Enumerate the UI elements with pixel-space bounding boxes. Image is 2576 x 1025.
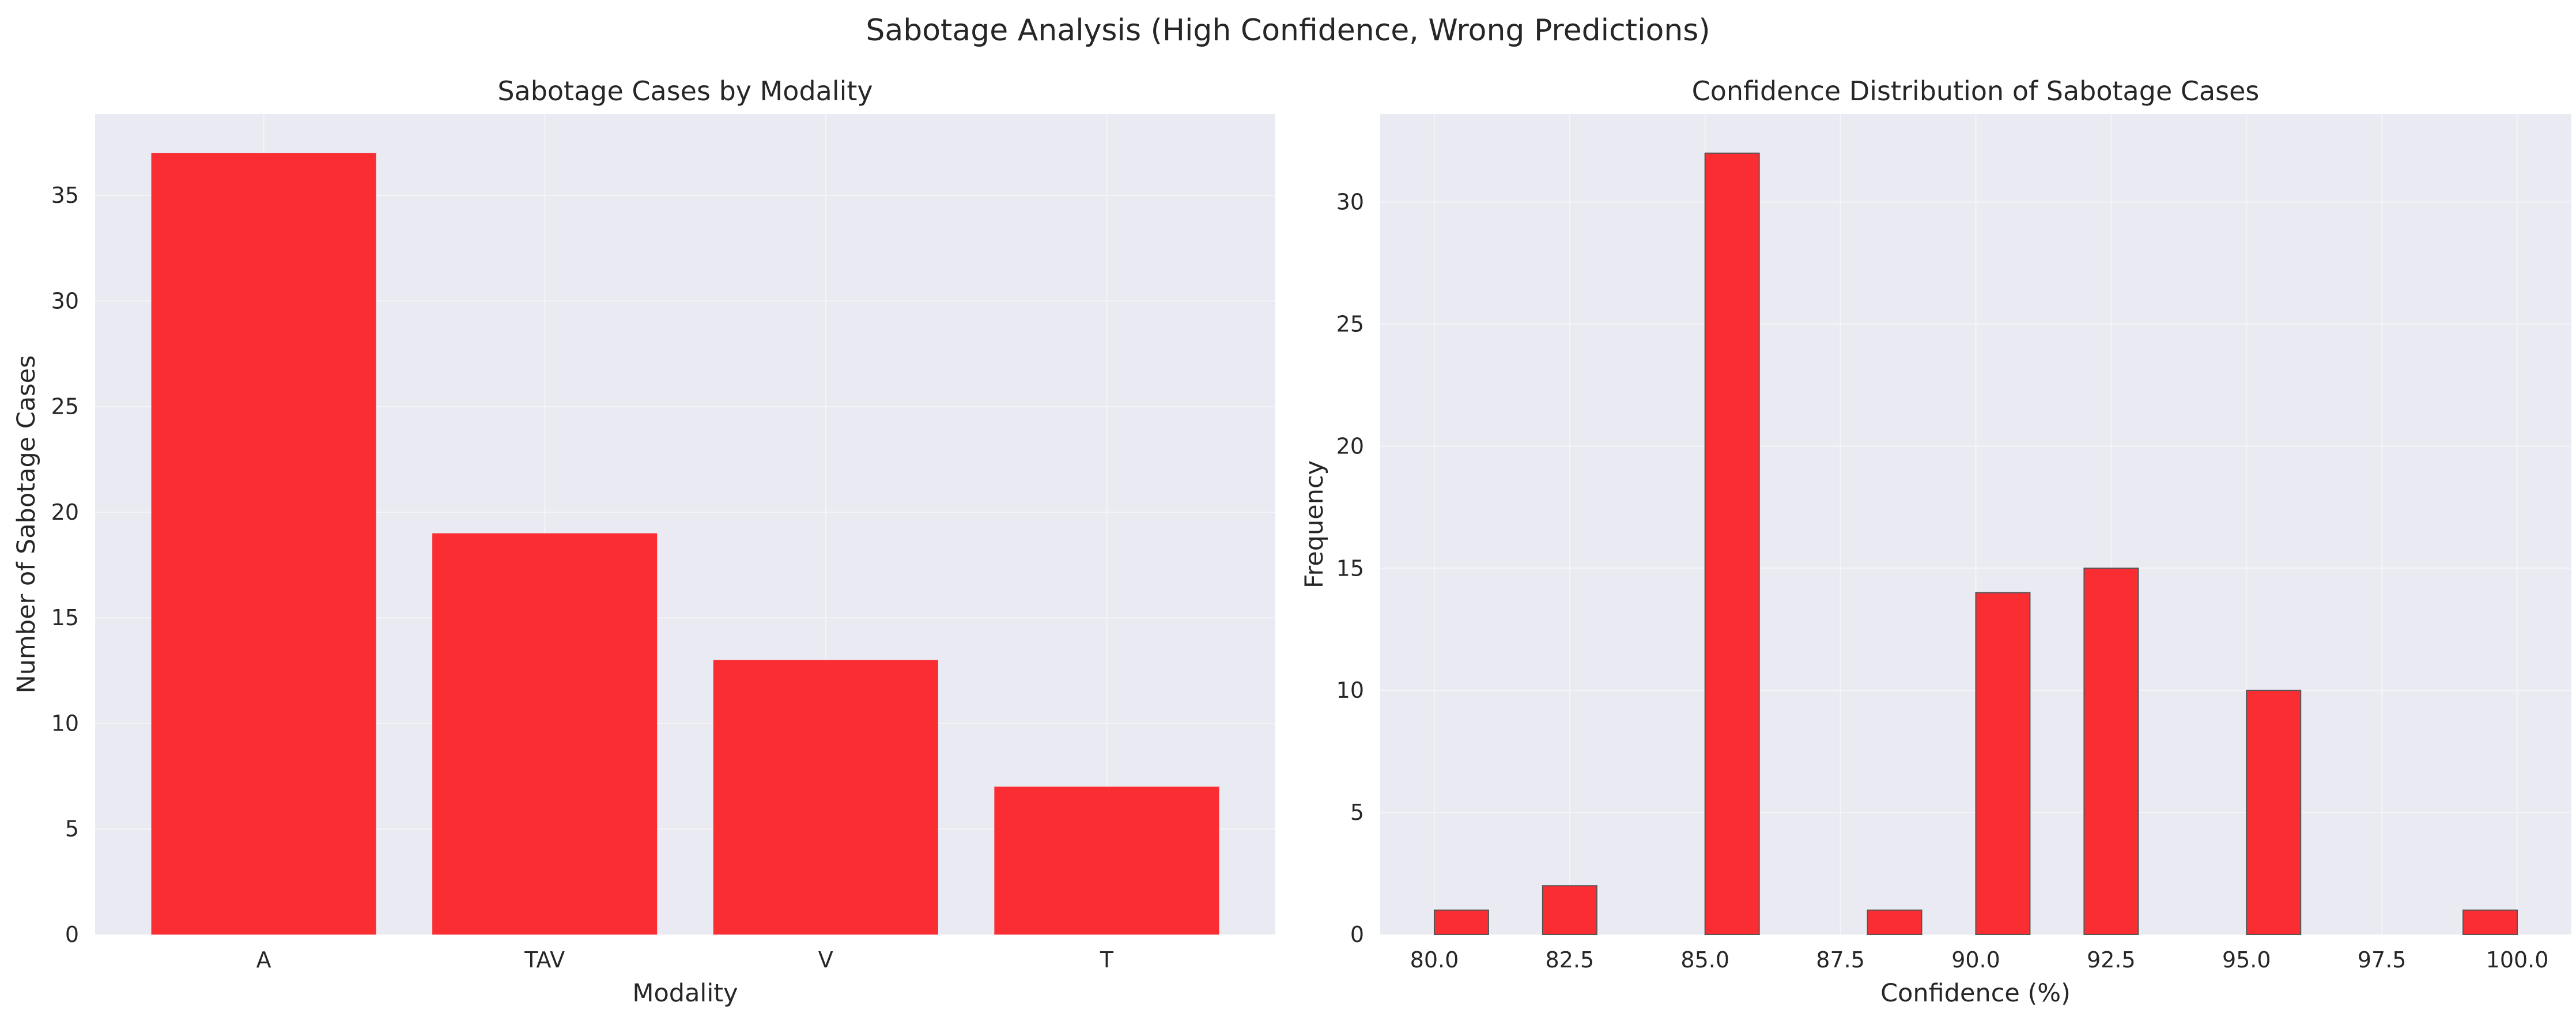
left-chart-title: Sabotage Cases by Modality	[497, 75, 872, 107]
right-x-tick-label: 85.0	[1680, 947, 1729, 973]
left-chart: 0 5 10 15 20 25 30 35 A TAV V T Sabotage Cases by …	[12, 75, 1275, 1008]
histogram-bar	[1975, 592, 2031, 935]
histogram-bar	[1704, 152, 1760, 935]
right-x-tick-label: 87.5	[1816, 947, 1865, 973]
histogram-bar	[2083, 568, 2139, 935]
right-x-tick-label: 95.0	[2222, 947, 2271, 973]
right-x-tick-label: 100.0	[2486, 947, 2549, 973]
right-bars	[1433, 152, 2518, 935]
left-x-tick-label: V	[818, 947, 833, 973]
histogram-bar	[1867, 909, 1922, 935]
left-y-tick-label: 35	[51, 183, 79, 208]
right-y-axis-label: Frequency	[1300, 460, 1329, 588]
right-y-tick-label: 0	[1350, 922, 1364, 947]
left-y-tick-label: 5	[65, 816, 79, 842]
left-y-ticks: 0 5 10 15 20 25 30 35	[51, 183, 79, 947]
histogram-bar	[1542, 885, 1597, 935]
bar-A	[151, 153, 376, 935]
right-x-tick-label: 97.5	[2358, 947, 2407, 973]
right-x-ticks: 80.0 82.5 85.0 87.5 90.0 92.5 95.0 97.5 100.0	[1410, 947, 2549, 973]
right-x-tick-label: 82.5	[1546, 947, 1595, 973]
histogram-bar	[2246, 690, 2302, 935]
left-x-tick-label: T	[1100, 947, 1114, 973]
left-y-tick-label: 15	[51, 605, 79, 630]
left-y-tick-label: 0	[65, 922, 79, 947]
left-y-tick-label: 20	[51, 500, 79, 525]
right-x-axis-label: Confidence (%)	[1880, 979, 2071, 1008]
left-bars	[151, 153, 1219, 935]
histogram-bar	[1433, 909, 1489, 935]
bar-T	[994, 786, 1219, 935]
figure-title: Sabotage Analysis (High Confidence, Wron…	[866, 13, 1710, 48]
right-y-tick-label: 20	[1336, 433, 1364, 459]
left-y-tick-label: 25	[51, 394, 79, 419]
right-y-tick-label: 25	[1336, 311, 1364, 336]
left-y-tick-label: 30	[51, 288, 79, 313]
right-y-tick-label: 5	[1350, 800, 1364, 825]
left-x-tick-label: A	[256, 947, 271, 973]
bar-TAV	[432, 533, 658, 935]
right-x-tick-label: 92.5	[2087, 947, 2136, 973]
right-x-tick-label: 90.0	[1951, 947, 2000, 973]
left-x-axis-label: Modality	[632, 979, 738, 1008]
bar-V	[713, 660, 938, 935]
right-y-ticks: 0 5 10 15 20 25 30	[1336, 190, 1364, 947]
left-x-tick-label: TAV	[524, 947, 565, 973]
right-chart-title: Confidence Distribution of Sabotage Case…	[1692, 75, 2260, 107]
right-y-tick-label: 30	[1336, 190, 1364, 215]
left-y-axis-label: Number of Sabotage Cases	[12, 355, 41, 693]
left-x-ticks: A TAV V T	[256, 947, 1114, 973]
left-y-tick-label: 10	[51, 710, 79, 736]
histogram-bar	[2462, 909, 2518, 935]
right-y-tick-label: 10	[1336, 678, 1364, 703]
right-y-tick-label: 15	[1336, 555, 1364, 581]
right-chart: 0 5 10 15 20 25 30 80.0 82.5 85.0 87.5 90.0 92.5 95.…	[1300, 75, 2571, 1008]
right-x-tick-label: 80.0	[1410, 947, 1459, 973]
